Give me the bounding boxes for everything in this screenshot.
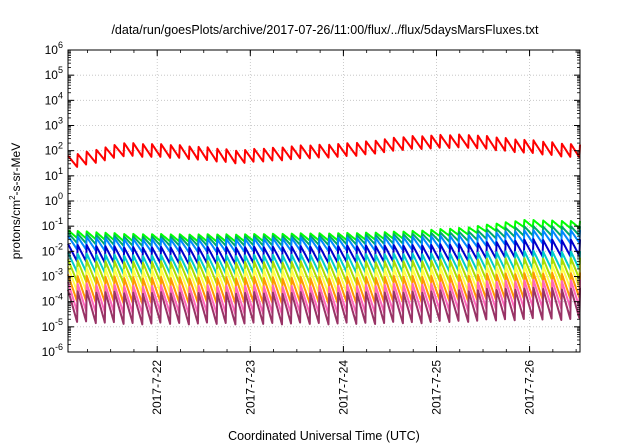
series-line-3: [67, 229, 581, 254]
x-axis-label: Coordinated Universal Time (UTC): [228, 429, 420, 443]
series-line-2: [67, 225, 581, 248]
y-tick-label: 100: [45, 191, 63, 208]
chart-title: /data/run/goesPlots/archive/2017-07-26/1…: [111, 23, 539, 37]
series-line-9: [67, 278, 581, 316]
series-line-8: [67, 271, 581, 305]
y-tick-label: 10-4: [42, 292, 63, 309]
x-tick-label: 2017-7-23: [243, 360, 257, 415]
x-tick-label: 2017-7-22: [150, 360, 164, 415]
x-tick-label: 2017-7-25: [429, 360, 443, 415]
series-line-1: [67, 219, 581, 243]
grid: [68, 50, 580, 352]
y-axis-label: protons/cm2-s-sr-MeV: [8, 143, 23, 259]
y-tick-label: 105: [45, 65, 63, 82]
series-group: [67, 133, 581, 326]
x-tick-label: 2017-7-24: [336, 360, 350, 415]
x-tick-label: 2017-7-26: [523, 360, 537, 415]
y-tick-label: 102: [45, 141, 63, 158]
series-line-4: [67, 238, 581, 266]
y-tick-label: 10-6: [42, 342, 63, 359]
y-tick-label: 10-1: [42, 216, 63, 233]
x-axis: 2017-7-22 2017-7-23 2017-7-24 2017-7-25 2017…: [86, 50, 577, 415]
y-tick-label: 103: [45, 116, 63, 133]
y-tick-label: 10-3: [42, 267, 63, 284]
series-line-6: [67, 256, 581, 285]
y-tick-label: 106: [45, 40, 63, 57]
y-tick-label: 10-5: [42, 317, 63, 334]
y-tick-label: 101: [45, 166, 63, 183]
y-tick-label: 10-2: [42, 241, 63, 258]
y-axis: 10-6 10-5 10-4 10-3 10-2 10-1 100 101 102 103 104 1…: [42, 40, 580, 359]
y-tick-label: 104: [45, 90, 63, 107]
series-line-7: [67, 263, 581, 295]
series-line-0: [67, 133, 581, 168]
series-line-10: [67, 286, 581, 326]
series-line-5: [67, 249, 581, 276]
